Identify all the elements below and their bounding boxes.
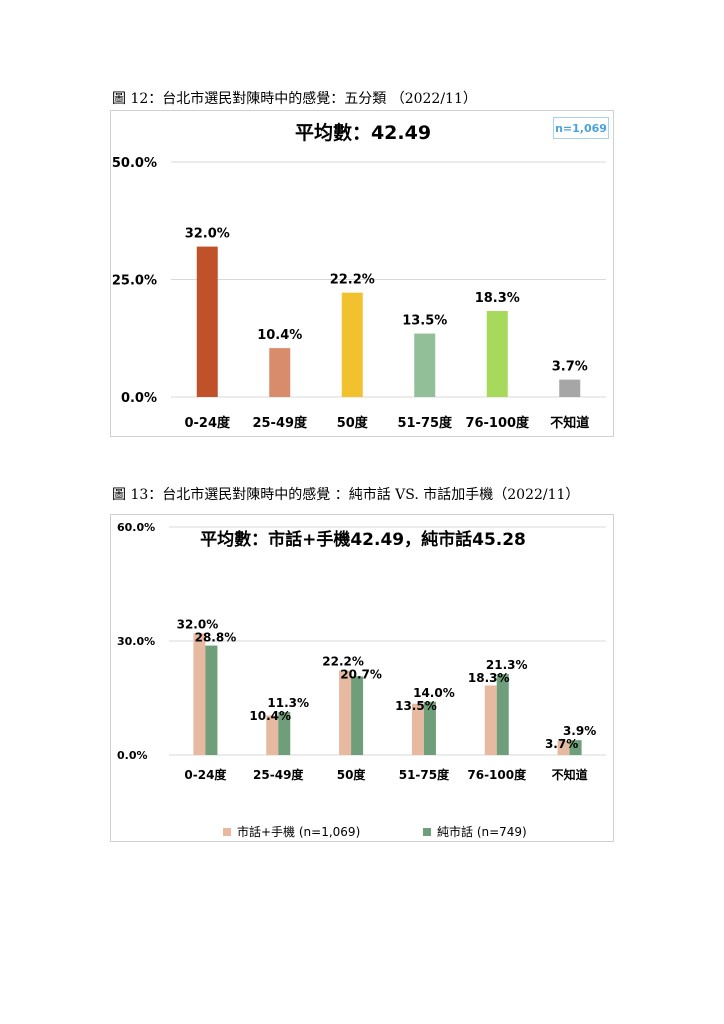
data-label: 32.0% — [185, 227, 230, 242]
sample-size-badge: n=1,069 — [553, 117, 609, 139]
bar — [484, 685, 497, 755]
chart-title: 平均數：市話+手機42.49，純市話45.28 — [200, 529, 526, 550]
x-tick-label: 25-49度 — [252, 415, 308, 431]
data-label: 3.7% — [545, 737, 578, 751]
legend-swatch — [223, 827, 231, 836]
legend-label: 純市話 (n=749) — [437, 825, 527, 839]
data-label: 13.5% — [402, 314, 447, 329]
data-label: 13.5% — [395, 699, 437, 713]
y-tick-label: 60.0% — [117, 521, 155, 534]
y-tick-label: 0.0% — [121, 391, 157, 406]
bar — [196, 246, 218, 397]
bar — [559, 379, 581, 397]
y-tick-label: 0.0% — [117, 749, 148, 762]
x-tick-label: 50度 — [337, 767, 367, 782]
y-tick-label: 25.0% — [112, 274, 157, 289]
x-tick-label: 50度 — [337, 415, 369, 431]
bar — [411, 703, 424, 755]
data-label: 32.0% — [177, 617, 219, 631]
bar — [193, 633, 206, 755]
data-label: 22.2% — [330, 273, 375, 288]
data-label: 10.4% — [249, 709, 291, 723]
legend-label: 市話+手機 (n=1,069) — [237, 825, 361, 839]
chart-2-legend: 市話+手機 (n=1,069) 純市話 (n=749) — [111, 823, 615, 839]
x-tick-label: 不知道 — [550, 415, 589, 431]
figure-13-caption: 圖 13：台北市選民對陳時中的感覺 ：純市話 VS. 市話加手機（2022/11… — [112, 487, 580, 503]
data-label: 18.3% — [475, 291, 520, 306]
chart-temperature-five-category: 平均數：42.49 0.0% 25.0% 50.0% 32.0% 0-24度 10.4% 25… — [110, 110, 614, 437]
bar — [423, 701, 436, 755]
x-tick-label: 0-24度 — [184, 415, 231, 431]
x-tick-label: 0-24度 — [184, 767, 227, 782]
chart-1-plot: 平均數：42.49 0.0% 25.0% 50.0% 32.0% 0-24度 10.4% 25… — [112, 121, 606, 431]
figure-12-caption: 圖 12：台北市選民對陳時中的感覺：五分類 （2022/11） — [112, 91, 477, 107]
bar — [341, 292, 363, 397]
bar — [569, 740, 582, 755]
bar — [266, 715, 279, 755]
bar — [205, 645, 218, 755]
data-label: 20.7% — [340, 668, 382, 682]
legend-item-series-2: 純市話 (n=749) — [423, 823, 527, 840]
bar — [496, 674, 509, 755]
x-tick-label: 51-75度 — [397, 415, 453, 431]
x-tick-label: 76-100度 — [467, 767, 527, 782]
data-label: 28.8% — [195, 630, 237, 644]
bar — [278, 712, 291, 755]
chart-2-plot: 平均數：市話+手機42.49，純市話45.28 0.0% 30.0% 60.0% 32.… — [117, 521, 606, 782]
y-tick-label: 50.0% — [112, 156, 157, 171]
data-label: 18.3% — [468, 671, 510, 685]
data-label: 22.2% — [322, 655, 364, 669]
bar — [351, 676, 364, 755]
data-label: 3.9% — [563, 724, 596, 738]
legend-swatch — [423, 827, 431, 836]
bar — [557, 740, 570, 755]
data-label: 11.3% — [267, 696, 309, 710]
data-label: 21.3% — [486, 658, 528, 672]
data-label: 10.4% — [257, 328, 302, 343]
chart-title: 平均數：42.49 — [295, 121, 431, 144]
chart-landline-vs-mobile: 平均數：市話+手機42.49，純市話45.28 0.0% 30.0% 60.0% 32.… — [110, 514, 614, 842]
bar — [339, 670, 352, 755]
data-label: 14.0% — [413, 686, 455, 700]
x-tick-label: 76-100度 — [465, 415, 530, 431]
bar — [414, 333, 436, 397]
y-tick-label: 30.0% — [117, 635, 155, 648]
data-label: 3.7% — [552, 360, 588, 375]
bar — [486, 310, 508, 397]
x-tick-label: 不知道 — [552, 767, 588, 782]
x-tick-label: 25-49度 — [253, 767, 304, 782]
legend-item-series-1: 市話+手機 (n=1,069) — [223, 823, 360, 840]
bar — [269, 348, 291, 397]
x-tick-label: 51-75度 — [399, 767, 450, 782]
